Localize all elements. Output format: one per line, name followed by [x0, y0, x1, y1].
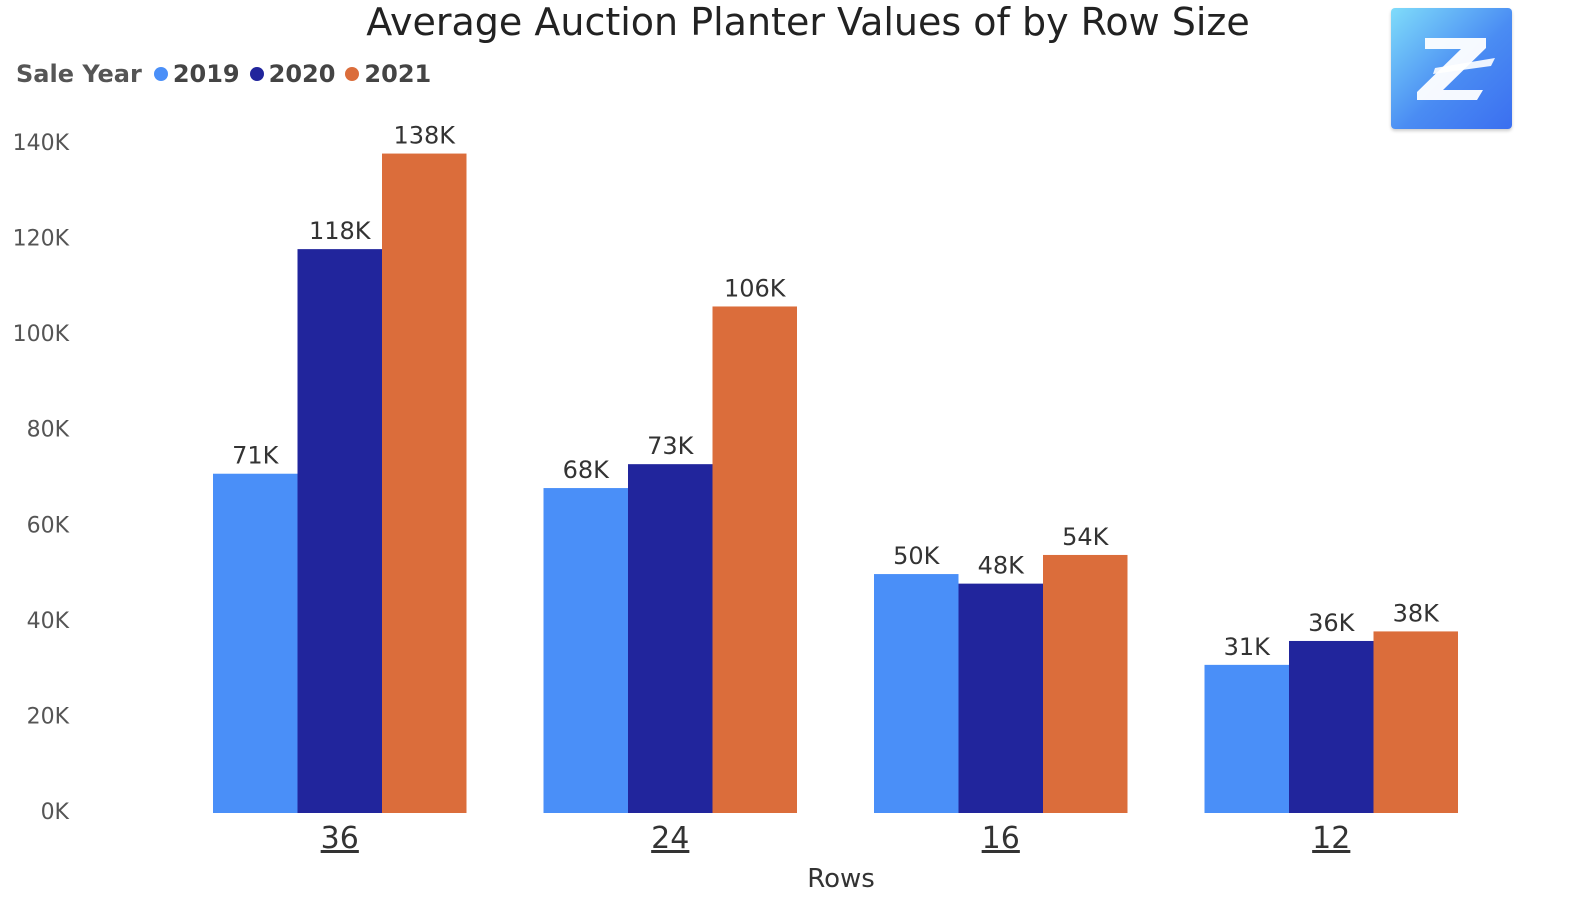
legend-label-2020: 2020	[268, 60, 336, 88]
data-label: 138K	[393, 122, 456, 150]
legend-dot-2021	[345, 67, 360, 81]
data-label: 50K	[893, 542, 941, 570]
chart-title: Average Auction Planter Values of by Row…	[366, 0, 1250, 44]
x-tick-label: 12	[1312, 821, 1350, 856]
data-label: 73K	[647, 432, 695, 460]
bar[interactable]	[712, 306, 798, 813]
legend-dot-2020	[249, 67, 264, 81]
bar[interactable]	[628, 464, 713, 813]
z-logo-icon-graphic	[1417, 38, 1495, 100]
legend-item-2019[interactable]: 2019	[153, 60, 240, 88]
y-tick-label: 100K	[13, 322, 70, 347]
y-tick-label: 140K	[13, 131, 70, 156]
data-label: 36K	[1308, 609, 1356, 637]
bar[interactable]	[297, 249, 383, 814]
z-logo-icon	[1391, 8, 1512, 129]
x-tick-label: 24	[651, 821, 689, 856]
x-axis-title: Rows	[807, 864, 875, 894]
legend-title: Sale Year	[16, 60, 142, 88]
data-label: 106K	[724, 274, 787, 302]
data-label: 31K	[1224, 633, 1272, 661]
x-tick-label: 36	[321, 821, 359, 856]
bar[interactable]	[1373, 631, 1459, 813]
data-label: 48K	[978, 552, 1026, 580]
legend-item-2020[interactable]: 2020	[249, 60, 336, 88]
data-label: 68K	[563, 456, 611, 484]
y-tick-label: 60K	[27, 513, 70, 538]
bar[interactable]	[1043, 554, 1128, 813]
y-tick-label: 40K	[27, 609, 70, 634]
bar[interactable]	[958, 583, 1044, 813]
legend-label-2019: 2019	[172, 60, 240, 88]
data-label: 54K	[1062, 523, 1110, 551]
legend: Sale Year 2019 2020 2021	[16, 60, 441, 88]
y-tick-label: 80K	[27, 418, 70, 443]
bar[interactable]	[213, 473, 298, 813]
data-label: 71K	[232, 442, 280, 470]
legend-label-2021: 2021	[364, 60, 432, 88]
data-label: 38K	[1393, 599, 1441, 627]
bar[interactable]	[1289, 640, 1374, 813]
y-tick-label: 120K	[13, 227, 70, 252]
x-tick-label: 16	[982, 821, 1020, 856]
bar[interactable]	[874, 574, 959, 813]
legend-item-2021[interactable]: 2021	[345, 60, 431, 88]
data-label: 118K	[309, 217, 372, 245]
y-tick-label: 20K	[27, 704, 70, 729]
bar[interactable]	[1204, 664, 1290, 813]
legend-dot-2019	[153, 67, 168, 81]
bar[interactable]	[382, 153, 467, 814]
bar[interactable]	[543, 488, 629, 813]
y-tick-label: 0K	[41, 800, 70, 825]
